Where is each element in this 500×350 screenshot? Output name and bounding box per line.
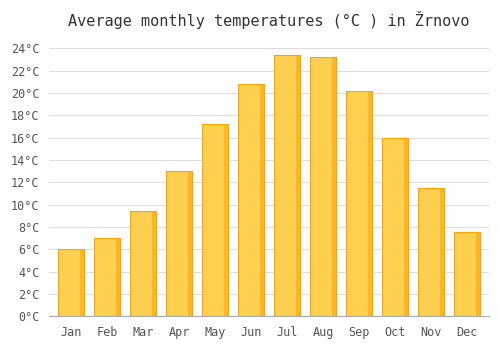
Bar <box>224 124 228 316</box>
Bar <box>296 55 300 316</box>
Bar <box>382 138 408 316</box>
Bar <box>346 91 372 316</box>
Bar <box>238 84 264 316</box>
Bar <box>454 232 480 316</box>
Bar <box>166 171 192 316</box>
Bar <box>260 84 264 316</box>
Bar <box>202 124 228 316</box>
Bar <box>440 188 444 316</box>
Bar <box>368 91 372 316</box>
Bar <box>332 57 336 316</box>
Bar <box>130 211 156 316</box>
Bar <box>80 249 84 316</box>
Title: Average monthly temperatures (°C ) in Žrnovo: Average monthly temperatures (°C ) in Žr… <box>68 11 470 29</box>
Bar <box>476 232 480 316</box>
Bar <box>94 238 120 316</box>
Bar <box>58 249 84 316</box>
Bar <box>188 171 192 316</box>
Bar <box>418 188 444 316</box>
Bar <box>116 238 120 316</box>
Bar <box>152 211 156 316</box>
Bar <box>274 55 300 316</box>
Bar <box>310 57 336 316</box>
Bar <box>404 138 408 316</box>
